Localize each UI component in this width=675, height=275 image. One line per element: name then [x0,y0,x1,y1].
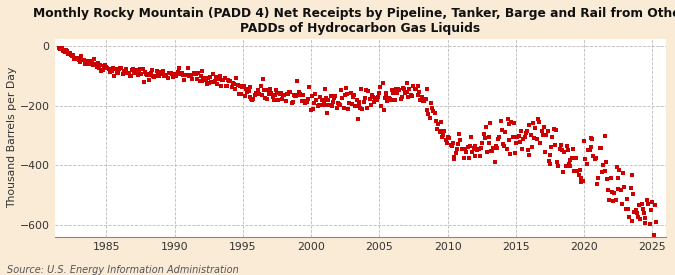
Text: Source: U.S. Energy Information Administration: Source: U.S. Energy Information Administ… [7,265,238,275]
Y-axis label: Thousand Barrels per Day: Thousand Barrels per Day [7,67,17,208]
Title: Monthly Rocky Mountain (PADD 4) Net Receipts by Pipeline, Tanker, Barge and Rail: Monthly Rocky Mountain (PADD 4) Net Rece… [33,7,675,35]
